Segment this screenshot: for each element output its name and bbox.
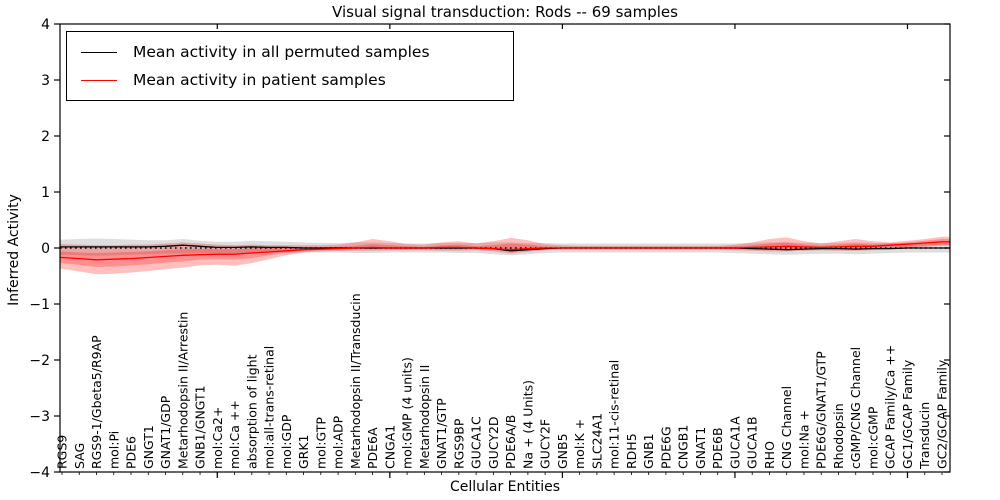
x-entity-label: cGMP/CNG Channel [848, 347, 863, 469]
x-entity-label: SLC24A1 [589, 413, 604, 469]
legend-line-red [81, 79, 117, 81]
x-entity-label: CNGB1 [676, 425, 691, 469]
x-entity-label: absorption of light [244, 354, 259, 469]
x-entity-label: mol:Ca ++ [227, 400, 242, 469]
x-entity-label: Na + (4 Units) [520, 380, 535, 469]
x-entity-label: PDE6G/GNAT1/GTP [814, 351, 829, 469]
x-entity-label: PDE6 [124, 436, 139, 469]
x-entity-label: mol:GTP [313, 417, 328, 469]
legend-label-permuted: Mean activity in all permuted samples [133, 43, 430, 61]
x-entity-label: RGS9 [55, 435, 70, 469]
chart-title: Visual signal transduction: Rods -- 69 s… [332, 3, 678, 21]
x-entity-label: GNB1/GNGT1 [193, 385, 208, 469]
legend-item-patient: Mean activity in patient samples [81, 66, 503, 94]
patient-mean-line [60, 241, 950, 261]
x-entity-label: RGS9BP [451, 418, 466, 469]
x-entity-label: GUCY2D [486, 416, 501, 469]
x-entity-label: mol:GDP [279, 414, 294, 469]
patient-band-inner [60, 239, 950, 267]
x-entity-label: Metarhodopsin II/Transducin [348, 293, 363, 469]
x-entity-label: GCAP Family/Ca ++ [883, 345, 898, 469]
x-entity-label: GNGT1 [141, 425, 156, 469]
x-entity-label: SAG [72, 443, 87, 469]
x-entity-label: GNB1 [641, 433, 656, 469]
x-entity-label: Transducin [917, 402, 932, 470]
x-entity-label: Rhodopsin [831, 403, 846, 469]
x-entity-label: RDH5 [624, 433, 639, 469]
y-tick-label: 0 [41, 241, 50, 257]
x-entity-label: RGS9-1/Gbeta5/R9AP [89, 335, 104, 469]
x-entity-label: mol:K + [572, 419, 587, 469]
x-entity-label: GC1/GCAP Family [900, 359, 915, 469]
legend-line-black [81, 51, 117, 53]
legend-item-permuted: Mean activity in all permuted samples [81, 38, 503, 66]
x-entity-label: GNAT1/GTP [434, 398, 449, 469]
y-tick-label: −1 [29, 297, 50, 313]
x-entity-label: PDE6A [365, 427, 380, 469]
patient-band-outer [60, 236, 950, 275]
y-tick-label: −3 [29, 409, 50, 425]
x-entity-label: mol:all-trans-retinal [262, 346, 277, 469]
x-entity-label: GNB5 [555, 433, 570, 469]
y-tick-label: 4 [41, 17, 50, 33]
x-entity-label: PDE6A/B [503, 415, 518, 469]
x-entity-label: mol:GMP (4 units) [400, 357, 415, 469]
y-tick-label: −2 [29, 353, 50, 369]
x-entity-label: GRK1 [296, 434, 311, 469]
x-entity-label: GNAT1 [693, 427, 708, 469]
x-entity-label: GUCA1B [745, 416, 760, 469]
y-tick-label: 1 [41, 185, 50, 201]
x-entity-label: mol:Ca2+ [210, 407, 225, 469]
x-entity-label: mol:cGMP [865, 406, 880, 469]
y-tick-label: 3 [41, 73, 50, 89]
y-tick-label: 2 [41, 129, 50, 145]
x-entity-label: GNAT1/GDP [158, 395, 173, 469]
x-entity-label: PDE6G [658, 426, 673, 469]
legend: Mean activity in all permuted samples Me… [66, 31, 514, 101]
y-tick-label: −4 [29, 465, 50, 481]
x-entity-label: GUCA1A [727, 416, 742, 469]
x-entity-label: mol:ADP [331, 415, 346, 469]
x-axis-label: Cellular Entities [449, 479, 561, 495]
x-entity-label: RHO [762, 441, 777, 469]
x-entity-label: PDE6B [710, 427, 725, 469]
x-entity-label: CNGA1 [382, 425, 397, 469]
x-entity-label: GUCA1C [469, 416, 484, 469]
x-entity-label: mol:Pi [106, 431, 121, 469]
x-entity-label: Metarhodopsin II [417, 365, 432, 469]
x-entity-label: CNG Channel [779, 386, 794, 469]
x-entity-label: mol:11-cis-retinal [607, 360, 622, 469]
x-entity-label: GUCY2F [538, 419, 553, 469]
x-entity-label: GC2/GCAP Family [935, 359, 950, 469]
legend-label-patient: Mean activity in patient samples [133, 71, 386, 89]
x-entity-label: mol:Na + [796, 410, 811, 469]
x-entity-label: Metarhodopsin II/Arrestin [175, 312, 190, 469]
